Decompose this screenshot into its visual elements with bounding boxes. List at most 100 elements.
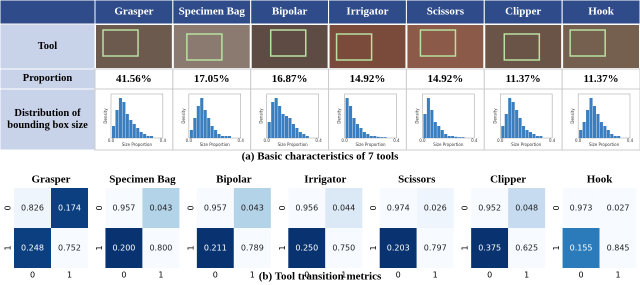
hist-x-label: Size Proportion bbox=[511, 142, 542, 147]
hist-bar bbox=[380, 137, 383, 138]
hist-bar bbox=[427, 98, 430, 138]
x-tick-label: 1 bbox=[67, 271, 72, 280]
hist-bar bbox=[268, 122, 271, 138]
matrix-title: Hook bbox=[587, 174, 614, 186]
hist-x-label: Size Proportion bbox=[433, 142, 464, 147]
hist-y-label: Density bbox=[414, 108, 419, 124]
hist-bar bbox=[522, 126, 525, 138]
hist-bar bbox=[147, 136, 150, 138]
matrix-value: 0.211 bbox=[204, 244, 227, 253]
hist-bar bbox=[214, 130, 217, 138]
proportion: 16.87% bbox=[272, 73, 308, 85]
hist-x-tick: 0.0 bbox=[186, 138, 193, 143]
matrix-value: 0.957 bbox=[204, 204, 227, 213]
hist-bar bbox=[285, 116, 288, 138]
matrix-title: Irrigator bbox=[304, 174, 346, 186]
x-tick-label: 0 bbox=[30, 271, 35, 280]
hist-bar bbox=[275, 98, 278, 138]
tool-image bbox=[407, 25, 483, 68]
y-tick-label: 0 bbox=[278, 205, 287, 210]
tool-image bbox=[174, 25, 250, 68]
x-tick-label: 1 bbox=[158, 271, 163, 280]
tool-image bbox=[96, 25, 172, 68]
matrix-value: 0.026 bbox=[424, 204, 447, 213]
matrix-value: 0.952 bbox=[478, 204, 501, 213]
matrix-value: 0.250 bbox=[295, 244, 318, 253]
row-label: Proportion bbox=[2, 69, 93, 89]
matrix-title: Scissors bbox=[398, 174, 436, 186]
hist-bar bbox=[271, 102, 274, 138]
hist-bar bbox=[430, 110, 433, 138]
tool-name: Grasper bbox=[114, 6, 153, 18]
hist-bar bbox=[292, 124, 295, 138]
tool-name: Specimen Bag bbox=[179, 6, 246, 18]
hist-bar bbox=[586, 110, 589, 138]
hist-bar bbox=[122, 102, 125, 138]
matrix-value: 0.027 bbox=[607, 204, 630, 213]
hist-bar bbox=[384, 137, 387, 138]
tool-image bbox=[563, 25, 639, 68]
matrix-value: 0.957 bbox=[112, 204, 135, 213]
hist-bar bbox=[600, 122, 603, 138]
hist-bar bbox=[136, 128, 139, 138]
hist-bar bbox=[349, 106, 352, 138]
caption: (b) Tool transition metrics bbox=[259, 271, 382, 283]
hist-bar bbox=[437, 126, 440, 138]
matrix-value: 0.625 bbox=[515, 244, 538, 253]
hist-bar bbox=[282, 114, 285, 138]
hist-bar bbox=[197, 106, 200, 138]
hist-bar bbox=[278, 106, 281, 138]
hist-x-tick: 0.4 bbox=[627, 138, 634, 143]
hist-bar bbox=[519, 118, 522, 138]
hist-bar bbox=[126, 114, 129, 138]
hist-bar bbox=[302, 134, 305, 138]
hist-bar bbox=[532, 134, 535, 138]
hist-bar bbox=[617, 136, 620, 138]
hist-bar bbox=[593, 106, 596, 138]
matrix-value: 0.203 bbox=[387, 244, 410, 253]
matrix-title: Grasper bbox=[31, 174, 70, 186]
hist-bar bbox=[133, 124, 136, 138]
tool-image bbox=[252, 25, 328, 68]
matrix-value: 0.845 bbox=[607, 244, 630, 253]
matrix-value: 0.750 bbox=[332, 244, 355, 253]
hist-bar bbox=[356, 124, 359, 138]
y-tick-label: 0 bbox=[461, 205, 470, 210]
matrix-value: 0.973 bbox=[570, 204, 593, 213]
proportion: 11.37% bbox=[506, 73, 541, 85]
hist-bar bbox=[129, 120, 132, 138]
row-label-box: Distribution of bounding box size bbox=[2, 89, 93, 150]
hist-x-tick: 0.4 bbox=[160, 138, 167, 143]
matrix-value: 0.155 bbox=[570, 244, 593, 253]
x-tick-label: 0 bbox=[213, 271, 218, 280]
hist-bar bbox=[370, 136, 373, 138]
proportion: 14.92% bbox=[427, 73, 463, 85]
hist-bar bbox=[434, 122, 437, 138]
hist-bar bbox=[359, 128, 362, 138]
hist-bar bbox=[501, 126, 504, 138]
hist-bar bbox=[505, 114, 508, 138]
hist-x-tick: 0.4 bbox=[238, 138, 245, 143]
hist-bar bbox=[190, 130, 193, 138]
x-tick-label: 0 bbox=[396, 271, 401, 280]
hist-bar bbox=[448, 136, 451, 138]
hist-bar bbox=[143, 134, 146, 138]
tool-name: Hook bbox=[588, 6, 615, 18]
x-tick-label: 0 bbox=[304, 271, 309, 280]
matrix-value: 0.248 bbox=[21, 244, 44, 253]
hist-x-tick: 0.0 bbox=[497, 138, 504, 143]
hist-bar bbox=[610, 134, 613, 138]
tool-name: Irrigator bbox=[346, 6, 388, 18]
tool-image bbox=[330, 25, 406, 68]
hist-y-label: Density bbox=[337, 108, 342, 124]
hist-bar bbox=[224, 136, 227, 138]
x-tick-label: 1 bbox=[341, 271, 346, 280]
proportion: 11.37% bbox=[583, 73, 618, 85]
hist-bar bbox=[441, 130, 444, 138]
hist-bar bbox=[306, 136, 309, 138]
y-tick-label: 0 bbox=[369, 205, 378, 210]
row-label: Tool bbox=[2, 24, 93, 69]
hist-bar bbox=[590, 98, 593, 138]
y-tick-label: 0 bbox=[186, 205, 195, 210]
hist-bar bbox=[444, 134, 447, 138]
